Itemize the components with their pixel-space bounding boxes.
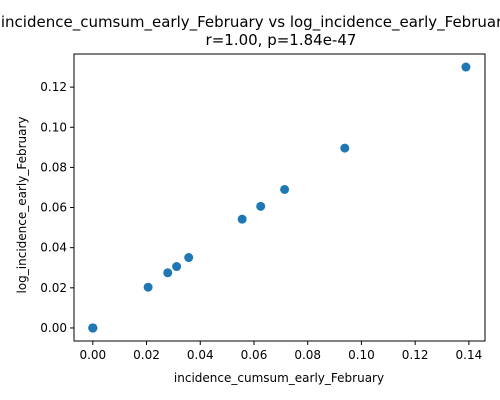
y-tick-label: 0.12: [40, 80, 67, 94]
scatter-point: [143, 282, 153, 292]
chart-title: incidence_cumsum_early_February vs log_i…: [1, 13, 500, 32]
scatter-point: [172, 262, 182, 272]
axis-ticks: 0.00 0.02 0.04 0.06 0.08 0.10 0.12 0.14 0.00 0.02…: [40, 80, 482, 362]
y-tick-label: 0.08: [40, 160, 67, 174]
x-tick-label: 0.14: [456, 348, 483, 362]
x-tick-label: 0.08: [294, 348, 321, 362]
scatter-point: [184, 253, 194, 263]
scatter-point: [280, 184, 290, 194]
x-tick-label: 0.00: [79, 348, 106, 362]
scatter-point: [88, 323, 98, 333]
data-points: [88, 62, 471, 333]
scatter-point: [237, 214, 247, 224]
scatter-point: [461, 62, 471, 72]
x-tick-label: 0.02: [133, 348, 160, 362]
scatter-point: [340, 143, 350, 153]
scatter-point: [256, 201, 266, 211]
y-tick-label: 0.02: [40, 281, 67, 295]
y-tick-label: 0.06: [40, 201, 67, 215]
y-tick-label: 0.04: [40, 241, 67, 255]
x-tick-label: 0.12: [402, 348, 429, 362]
chart-subtitle: r=1.00, p=1.84e-47: [206, 31, 357, 49]
x-tick-label: 0.04: [187, 348, 214, 362]
y-tick-label: 0.00: [40, 321, 67, 335]
scatter-point: [163, 268, 173, 278]
plot-frame: [73, 53, 486, 342]
x-tick-label: 0.06: [241, 348, 268, 362]
x-axis-label: incidence_cumsum_early_February: [174, 371, 384, 385]
y-tick-label: 0.10: [40, 120, 67, 134]
y-axis-label: log_incidence_early_February: [15, 116, 29, 293]
x-tick-label: 0.10: [348, 348, 375, 362]
